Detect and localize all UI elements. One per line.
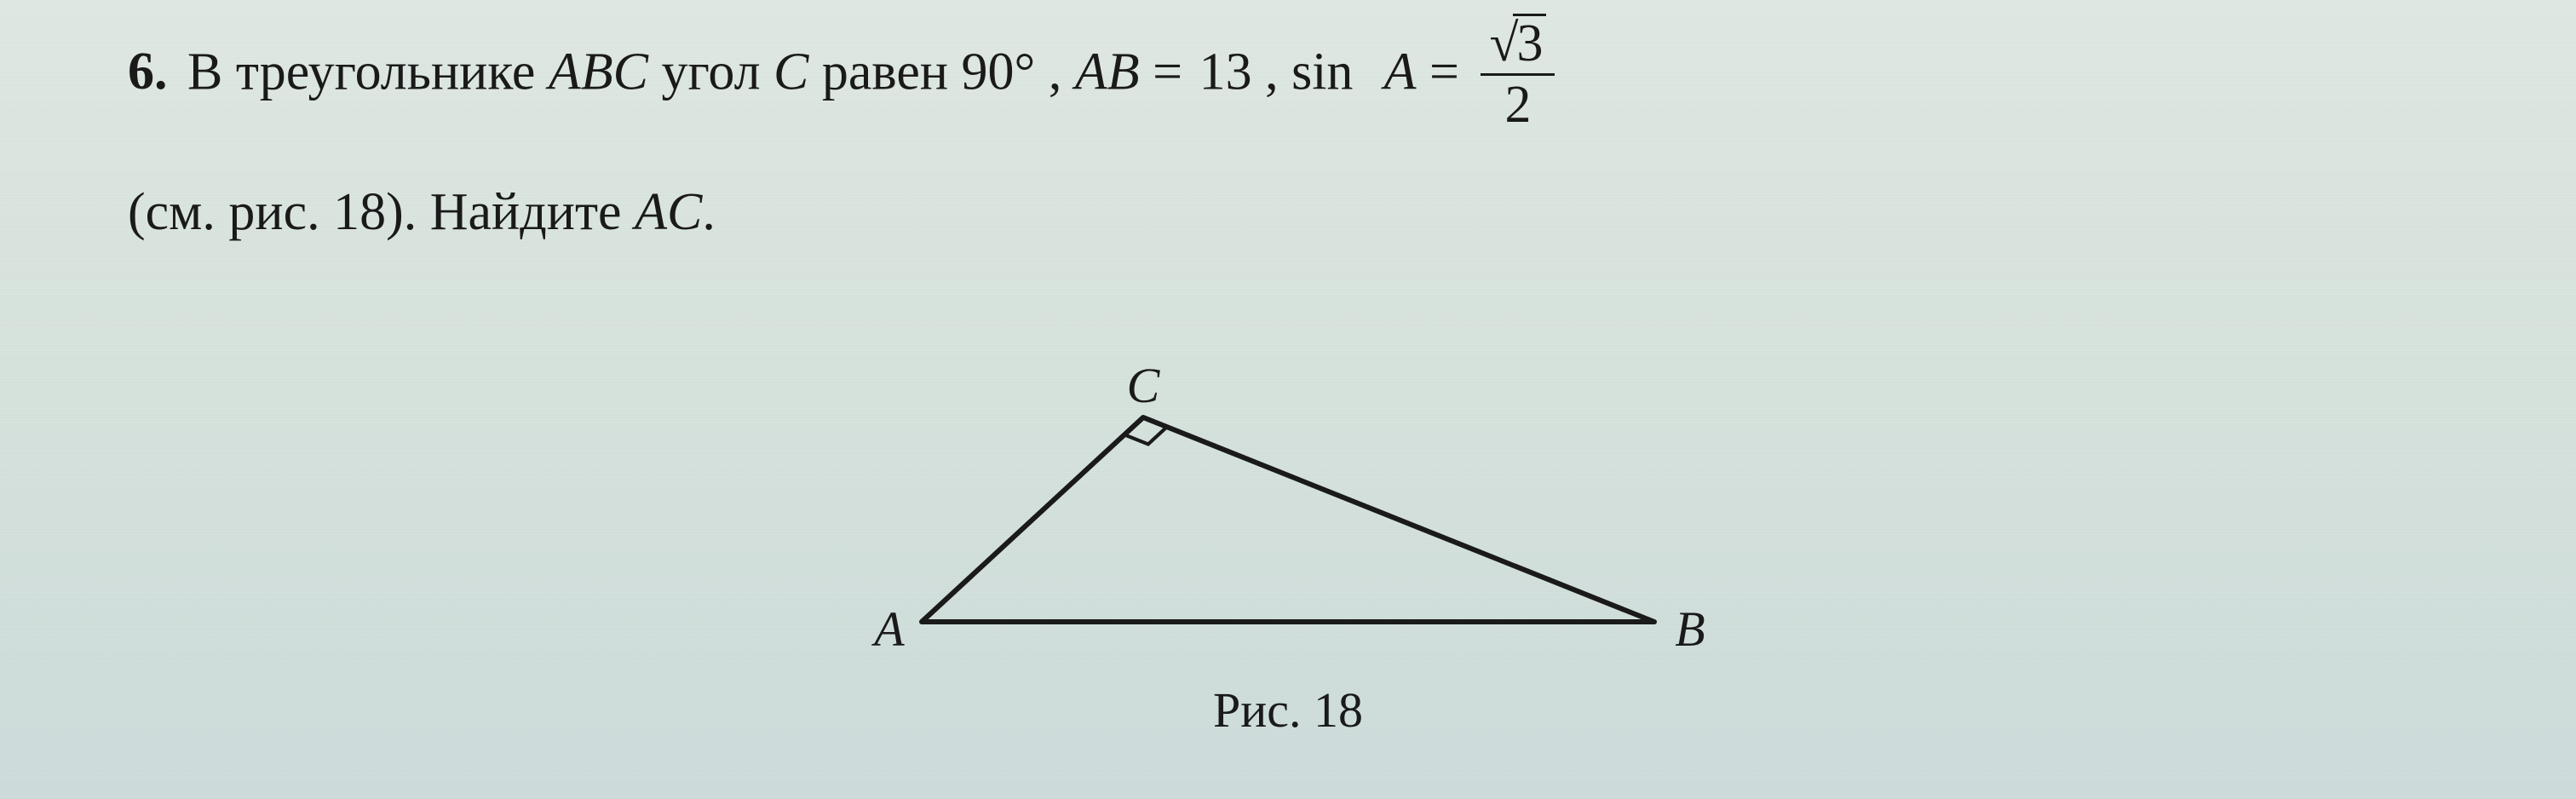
text-part-3: равен <box>822 43 962 101</box>
angle-value: 90° <box>962 43 1036 101</box>
target-side: AC <box>635 183 702 241</box>
figure-caption: Рис. 18 <box>862 681 1714 739</box>
text-part-5: ). Найдите <box>386 183 635 241</box>
comma-1: , <box>1049 43 1075 101</box>
text-part-1: В треугольнике <box>187 43 549 101</box>
fraction: 3 2 <box>1481 14 1555 133</box>
triangle-path <box>922 417 1654 622</box>
eq-1: = <box>1153 43 1199 101</box>
comma-2: , <box>1265 43 1291 101</box>
vertex-label-c: C <box>1127 366 1161 413</box>
problem-line-2: (см. рис. 18). Найдите AC. <box>128 170 2508 255</box>
figure: C A B Рис. 18 <box>862 366 1714 739</box>
triangle-diagram: C A B <box>862 366 1714 673</box>
radicand: 3 <box>1513 14 1546 72</box>
text-part-2: угол <box>662 43 774 101</box>
page: 6. В треугольнике ABC угол C равен 90° ,… <box>0 0 2576 799</box>
problem-number: 6. <box>128 43 168 101</box>
fraction-numerator: 3 <box>1481 14 1555 76</box>
problem-text: 6. В треугольнике ABC угол C равен 90° ,… <box>128 17 2508 255</box>
sqrt: 3 <box>1489 14 1546 72</box>
vertex-label-a: A <box>871 601 905 657</box>
side-ab: AB <box>1075 43 1140 101</box>
text-part-6: . <box>702 183 716 241</box>
fraction-denominator: 2 <box>1481 76 1555 133</box>
text-part-4: (см. рис. <box>128 183 333 241</box>
triangle-name: ABC <box>549 43 648 101</box>
sin-arg: A <box>1384 43 1417 101</box>
side-value: 13 <box>1199 43 1252 101</box>
sin-label: sin <box>1291 43 1353 101</box>
angle-vertex: C <box>773 43 808 101</box>
eq-2: = <box>1429 43 1475 101</box>
vertex-label-b: B <box>1675 601 1705 657</box>
fig-ref: 18 <box>333 183 386 241</box>
problem-line-1: 6. В треугольнике ABC угол C равен 90° ,… <box>128 17 2508 136</box>
